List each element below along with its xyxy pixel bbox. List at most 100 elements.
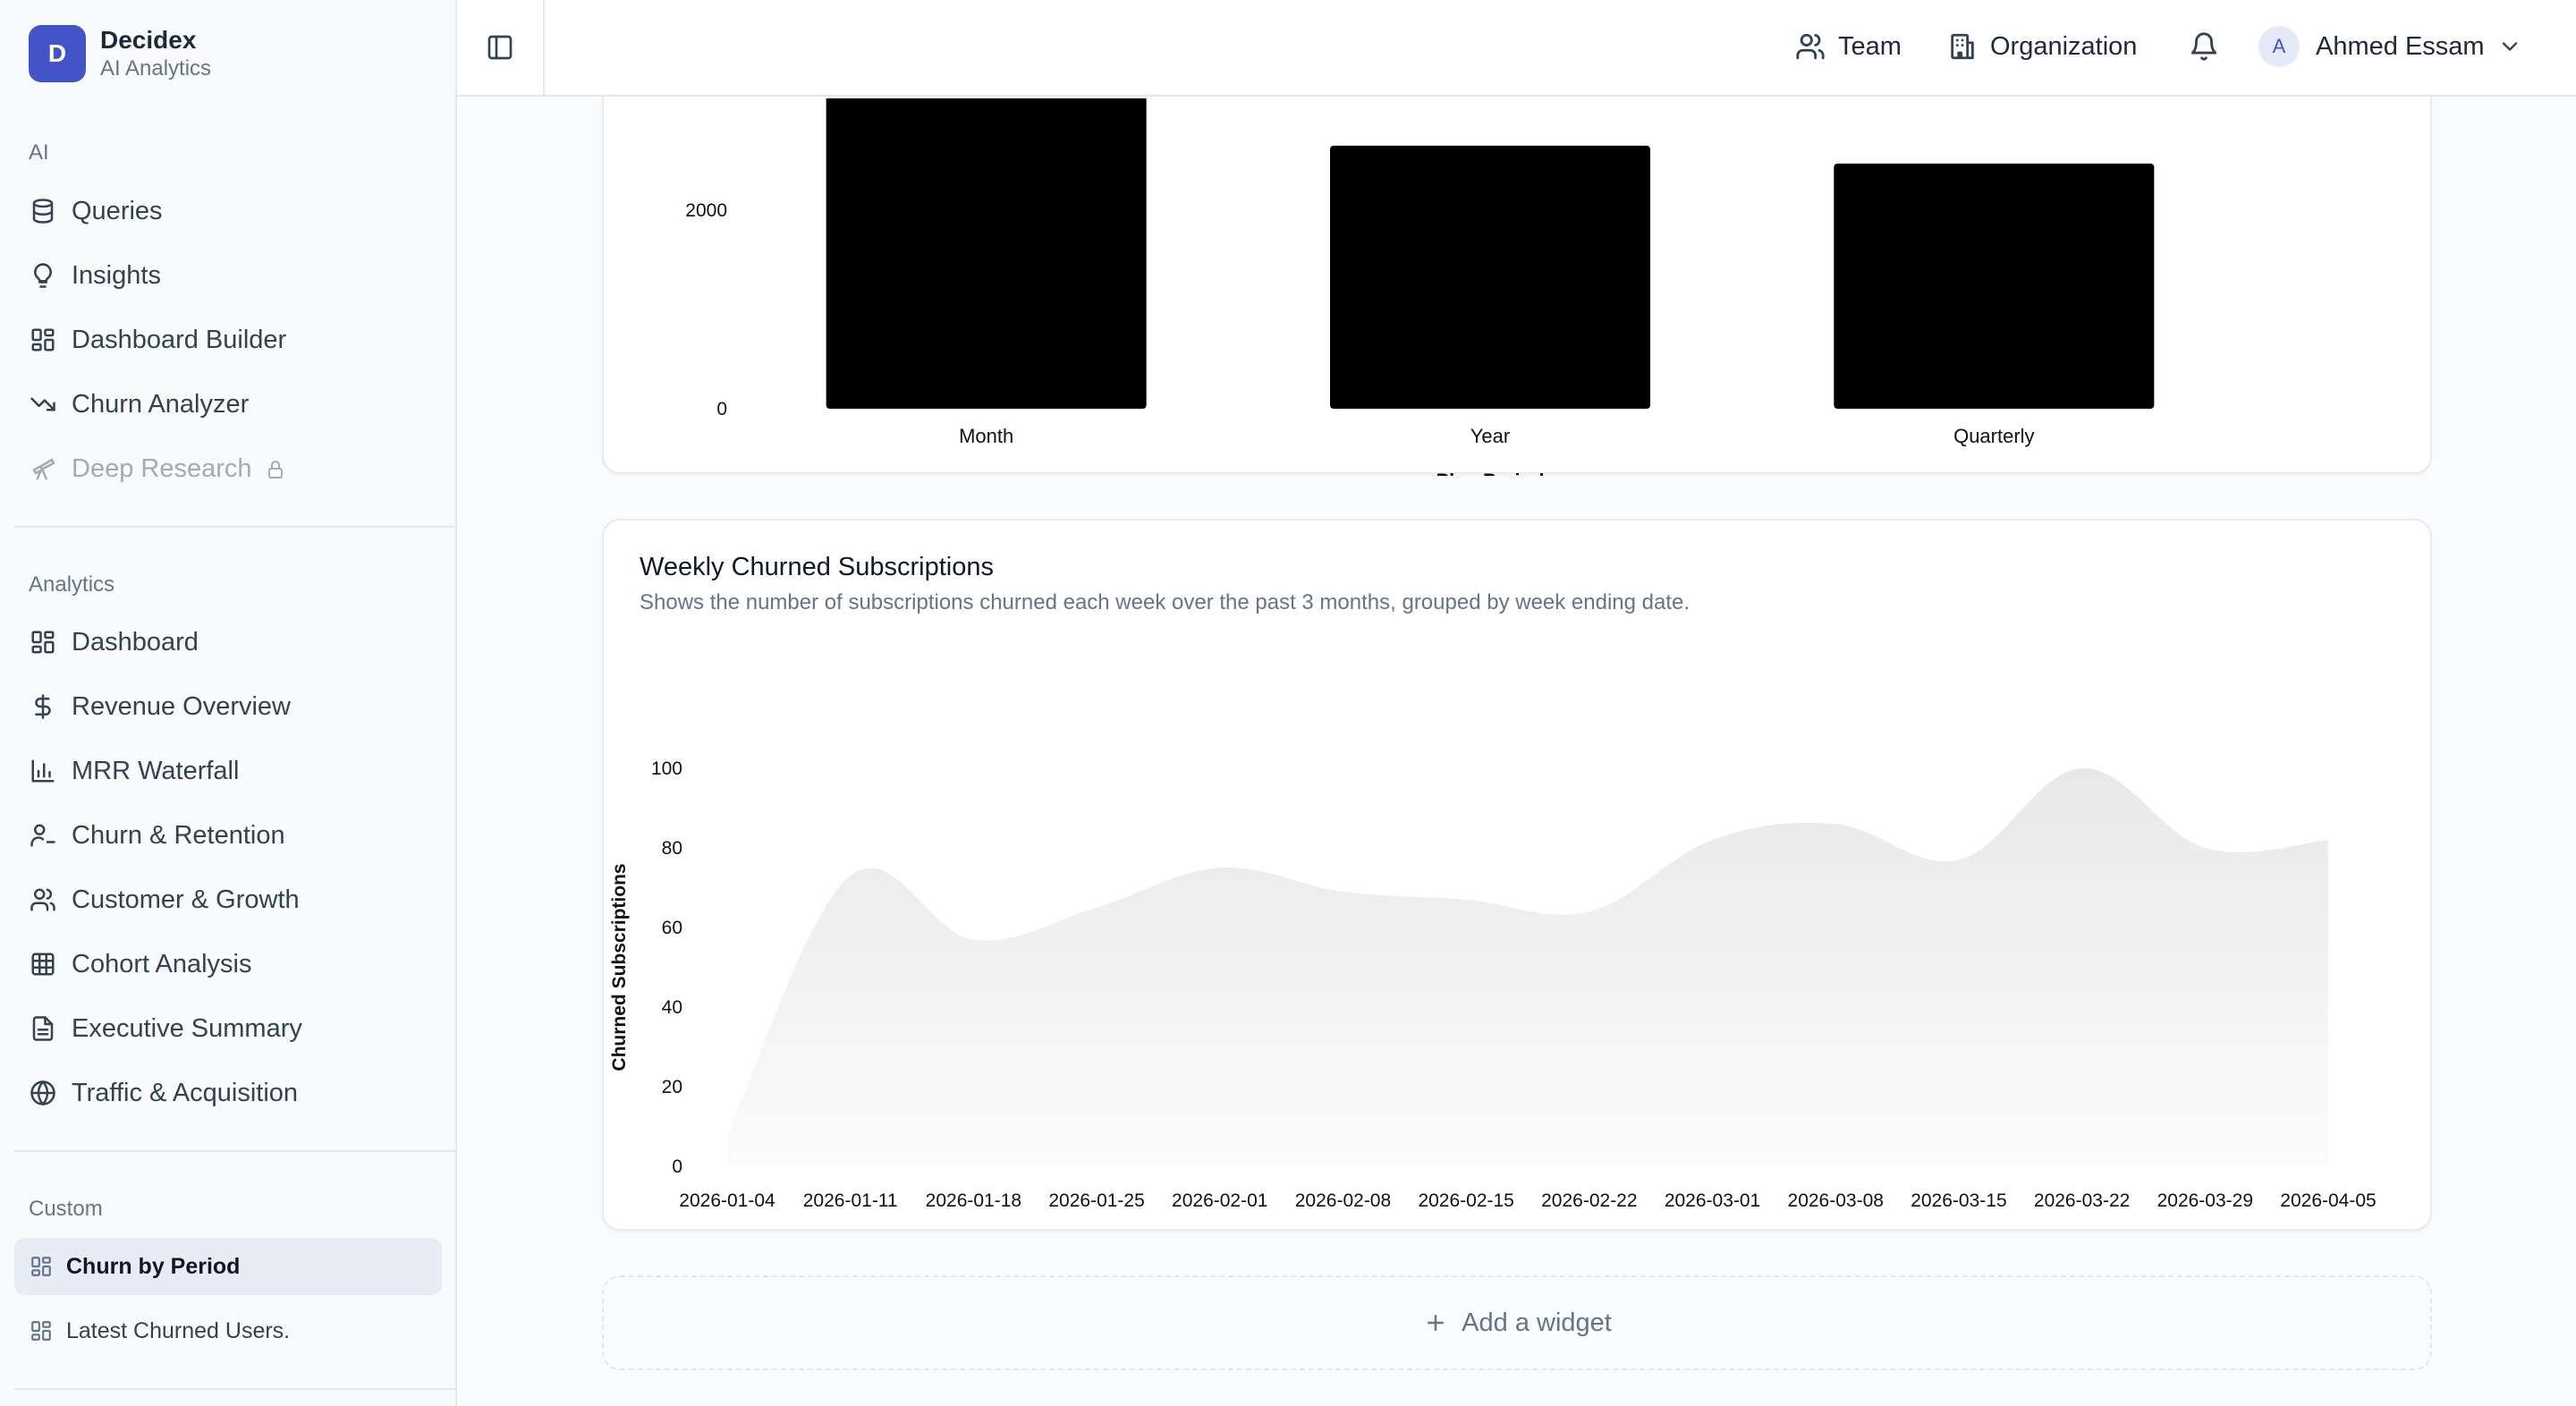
panel-left-icon bbox=[487, 35, 513, 60]
brand[interactable]: D Decidex AI Analytics bbox=[29, 23, 211, 84]
organization-button[interactable]: Organization bbox=[1947, 25, 2137, 68]
x-axis-label: Plan Period bbox=[1436, 470, 1544, 476]
sidebar: D Decidex AI Analytics AI Queries Insigh… bbox=[0, 0, 457, 1406]
x-tick-label: 2026-02-22 bbox=[1541, 1190, 1637, 1211]
chart-description: Shows the number of subscriptions churne… bbox=[640, 590, 1690, 614]
notifications-button[interactable] bbox=[2189, 25, 2219, 68]
sidebar-item-churn-analyzer[interactable]: Churn Analyzer bbox=[14, 376, 442, 433]
y-axis-label: Churn C bbox=[648, 196, 669, 270]
brand-logo: D bbox=[29, 25, 86, 82]
sidebar-item-label: MRR Waterfall bbox=[72, 756, 240, 785]
x-tick-label: 2026-02-15 bbox=[1418, 1190, 1513, 1211]
chevron-down-icon bbox=[2502, 42, 2517, 51]
sidebar-toggle-button[interactable] bbox=[457, 0, 545, 95]
file-text-icon bbox=[29, 1014, 57, 1043]
sidebar-item-churn-retention[interactable]: Churn & Retention bbox=[14, 807, 442, 864]
sidebar-item-traffic-acquisition[interactable]: Traffic & Acquisition bbox=[14, 1064, 442, 1122]
user-menu[interactable]: A Ahmed Essam bbox=[2258, 25, 2522, 68]
sidebar-item-cohort-analysis[interactable]: Cohort Analysis bbox=[14, 936, 442, 993]
team-button[interactable]: Team bbox=[1795, 25, 1902, 68]
sidebar-item-label: Churn Analyzer bbox=[72, 389, 250, 419]
add-widget-button[interactable]: Add a widget bbox=[602, 1275, 2432, 1370]
sidebar-item-label: Traffic & Acquisition bbox=[72, 1078, 299, 1107]
sidebar-item-label: Executive Summary bbox=[72, 1013, 302, 1043]
bar bbox=[1834, 163, 2155, 409]
sidebar-item-insights[interactable]: Insights bbox=[14, 247, 442, 304]
sidebar-divider bbox=[14, 526, 456, 528]
sidebar-item-mrr-waterfall[interactable]: MRR Waterfall bbox=[14, 742, 442, 800]
main-content: 020004000Churn CMonthYearQuarterlyPlan P… bbox=[457, 97, 2576, 1406]
y-tick-label: 100 bbox=[651, 758, 682, 779]
building-icon bbox=[1951, 33, 1974, 60]
x-tick-label: 2026-02-08 bbox=[1295, 1190, 1391, 1211]
sidebar-item-dashboard-builder[interactable]: Dashboard Builder bbox=[14, 311, 442, 368]
bar-chart-icon bbox=[29, 757, 57, 785]
x-tick-label: 2026-01-11 bbox=[803, 1190, 898, 1211]
x-tick-label: 2026-03-01 bbox=[1665, 1190, 1760, 1211]
sidebar-item-queries[interactable]: Queries bbox=[14, 182, 442, 240]
sidebar-item-label: Queries bbox=[72, 196, 163, 225]
sidebar-item-deep-research[interactable]: Deep Research bbox=[14, 440, 442, 497]
database-icon bbox=[29, 197, 57, 225]
sidebar-item-revenue-overview[interactable]: Revenue Overview bbox=[14, 678, 442, 735]
x-tick-label: 2026-01-18 bbox=[926, 1190, 1021, 1211]
sidebar-item-latest-churned-users[interactable]: Latest Churned Users. bbox=[14, 1302, 442, 1359]
dashboard-icon bbox=[29, 1318, 54, 1343]
sidebar-item-label: Revenue Overview bbox=[72, 691, 291, 721]
sidebar-item-label: Dashboard Builder bbox=[72, 325, 287, 354]
lightbulb-icon bbox=[29, 261, 57, 290]
sidebar-item-label: Customer & Growth bbox=[72, 885, 300, 914]
sidebar-item-executive-summary[interactable]: Executive Summary bbox=[14, 1000, 442, 1057]
bell-icon bbox=[2190, 32, 2217, 61]
x-tick-label: 2026-03-15 bbox=[1911, 1190, 2006, 1211]
y-tick-label: 40 bbox=[662, 997, 682, 1018]
top-header: Team Organization A Ahmed Essam bbox=[457, 0, 2576, 97]
area-series bbox=[727, 767, 2328, 1166]
dashboard-icon bbox=[29, 628, 57, 656]
trending-down-icon bbox=[29, 390, 57, 419]
sidebar-item-label: Deep Research bbox=[72, 453, 252, 483]
sidebar-item-label: Cohort Analysis bbox=[72, 949, 252, 978]
sidebar-item-label: Churn & Retention bbox=[72, 820, 285, 850]
x-tick-label: Quarterly bbox=[1953, 425, 2034, 447]
sidebar-item-label: Churn by Period bbox=[66, 1253, 241, 1279]
x-tick-label: 2026-02-01 bbox=[1172, 1190, 1267, 1211]
users-icon bbox=[29, 885, 57, 914]
y-tick-label: 0 bbox=[716, 399, 727, 419]
y-tick-label: 80 bbox=[662, 838, 682, 859]
plus-icon bbox=[1428, 1315, 1444, 1331]
x-tick-label: 2026-01-25 bbox=[1048, 1190, 1144, 1211]
sidebar-item-label: Dashboard bbox=[72, 627, 199, 656]
x-tick-label: 2026-03-29 bbox=[2157, 1190, 2253, 1211]
lock-icon bbox=[265, 458, 286, 479]
dashboard-icon bbox=[29, 1254, 54, 1279]
sidebar-item-churn-by-period[interactable]: Churn by Period bbox=[14, 1238, 442, 1295]
brand-subtitle: AI Analytics bbox=[100, 56, 212, 80]
x-tick-label: Year bbox=[1470, 425, 1510, 447]
y-tick-label: 60 bbox=[662, 918, 682, 938]
sidebar-divider bbox=[14, 1388, 456, 1390]
users-icon bbox=[1796, 33, 1825, 60]
grid-icon bbox=[29, 950, 57, 978]
x-tick-label: Month bbox=[959, 425, 1013, 447]
sidebar-item-dashboard[interactable]: Dashboard bbox=[14, 614, 442, 671]
bar bbox=[826, 98, 1147, 409]
y-tick-label: 2000 bbox=[685, 200, 727, 221]
organization-label: Organization bbox=[1990, 31, 2138, 61]
user-name: Ahmed Essam bbox=[2316, 31, 2485, 61]
y-axis-label: Churned Subscriptions bbox=[609, 863, 630, 1071]
x-tick-label: 2026-04-05 bbox=[2280, 1190, 2376, 1211]
group-label-analytics: Analytics bbox=[29, 572, 115, 597]
sidebar-item-label: Insights bbox=[72, 260, 161, 290]
chart-card-churn-by-plan-period: 020004000Churn CMonthYearQuarterlyPlan P… bbox=[602, 97, 2432, 476]
chart-title: Weekly Churned Subscriptions bbox=[640, 553, 994, 581]
team-label: Team bbox=[1838, 31, 1902, 61]
x-tick-label: 2026-01-04 bbox=[679, 1190, 775, 1211]
sidebar-item-customer-growth[interactable]: Customer & Growth bbox=[14, 871, 442, 928]
brand-name: Decidex bbox=[100, 26, 197, 54]
x-tick-label: 2026-03-08 bbox=[1788, 1190, 1884, 1211]
add-widget-label: Add a widget bbox=[1462, 1308, 1612, 1337]
telescope-icon bbox=[29, 454, 57, 483]
bar-chart: 020004000Churn CMonthYearQuarterlyPlan P… bbox=[648, 98, 2155, 476]
area-chart: 0 20 40 60 80 100 2026-01-04 2026-01-11 2026-01-… bbox=[609, 758, 2377, 1211]
